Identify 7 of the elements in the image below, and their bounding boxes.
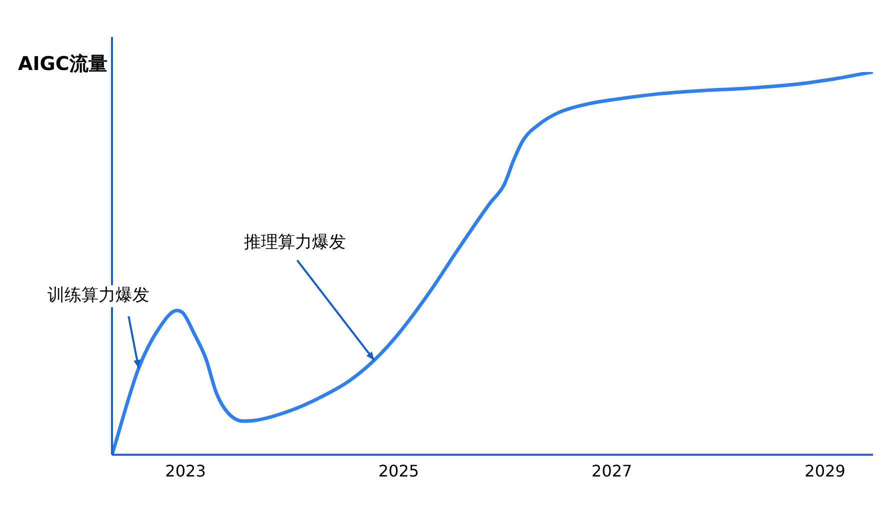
x-tick-label: 2029 — [804, 462, 846, 481]
x-tick-label: 2025 — [378, 462, 420, 481]
x-tick-label: 2027 — [592, 462, 632, 481]
annotation: 推理算力爆发 — [244, 232, 346, 253]
y-axis-title: AIGC流量 — [18, 52, 108, 75]
x-tick-label: 2023 — [165, 462, 206, 481]
annotation: 训练算力爆发 — [48, 286, 150, 306]
